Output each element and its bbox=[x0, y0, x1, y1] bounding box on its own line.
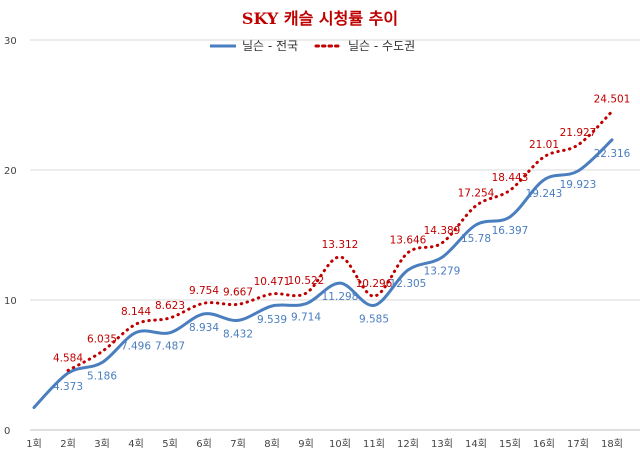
data-label-national: 8.432 bbox=[223, 328, 253, 340]
x-tick-label: 17회 bbox=[567, 438, 589, 450]
data-label-national: 16.397 bbox=[492, 225, 529, 237]
data-label-metro: 8.623 bbox=[155, 300, 185, 312]
data-label-national: 5.186 bbox=[87, 371, 117, 383]
series-line-national bbox=[32, 138, 614, 410]
data-label-national: 8.934 bbox=[189, 322, 219, 334]
data-label-metro: 10.522 bbox=[288, 275, 325, 287]
data-label-national: 22.316 bbox=[594, 148, 631, 160]
data-label-national: 4.373 bbox=[53, 381, 83, 393]
y-tick-label: 0 bbox=[4, 426, 10, 437]
gridlines bbox=[30, 39, 640, 431]
x-tick-label: 6회 bbox=[196, 438, 212, 450]
data-label-national: 11.298 bbox=[322, 291, 359, 303]
x-tick-label: 18회 bbox=[601, 438, 623, 450]
series-lines bbox=[32, 109, 614, 410]
data-label-national: 12.305 bbox=[390, 278, 427, 290]
x-tick-label: 4회 bbox=[128, 438, 144, 450]
data-label-metro: 8.144 bbox=[121, 306, 151, 318]
data-label-metro: 21.927 bbox=[560, 127, 597, 139]
data-labels: 4.373 5.186 7.496 7.487 8.934 8.432 9.539 9.714… bbox=[53, 93, 631, 393]
data-label-metro: 14.389 bbox=[424, 225, 461, 237]
data-label-metro: 9.754 bbox=[189, 285, 219, 297]
x-tick-label: 9회 bbox=[298, 438, 314, 450]
legend-label-national: 닐슨 - 전국 bbox=[242, 39, 298, 53]
x-tick-label: 10회 bbox=[329, 438, 351, 450]
chart-title: SKY 캐슬 시청률 추이 bbox=[242, 9, 398, 28]
data-label-metro: 13.312 bbox=[322, 239, 359, 251]
data-label-national: 19.923 bbox=[560, 179, 597, 191]
y-tick-label: 10 bbox=[4, 296, 17, 307]
x-tick-label: 1회 bbox=[26, 438, 42, 450]
data-label-metro: 9.667 bbox=[223, 286, 253, 298]
data-label-national: 9.714 bbox=[291, 312, 321, 324]
data-label-metro: 18.443 bbox=[492, 172, 529, 184]
data-label-metro: 4.584 bbox=[53, 352, 83, 364]
legend: 닐슨 - 전국 닐슨 - 수도권 bbox=[210, 39, 415, 53]
data-label-metro: 21.01 bbox=[529, 139, 559, 151]
y-tick-label: 20 bbox=[4, 166, 17, 177]
x-tick-label: 8회 bbox=[264, 438, 280, 450]
x-tick-label: 5회 bbox=[162, 438, 178, 450]
legend-label-metro: 닐슨 - 수도권 bbox=[348, 39, 415, 53]
data-label-national: 15.78 bbox=[461, 233, 491, 245]
x-tick-label: 2회 bbox=[60, 438, 76, 450]
data-label-national: 13.279 bbox=[424, 265, 461, 277]
series-line-metro bbox=[66, 109, 614, 372]
x-tick-label: 12회 bbox=[397, 438, 419, 450]
data-label-metro: 10.296 bbox=[356, 278, 393, 290]
data-label-national: 7.496 bbox=[121, 341, 151, 353]
x-tick-label: 14회 bbox=[465, 438, 487, 450]
x-tick-label: 15회 bbox=[499, 438, 521, 450]
data-label-metro: 24.501 bbox=[594, 93, 631, 105]
x-tick-label: 7회 bbox=[230, 438, 246, 450]
data-label-metro: 10.471 bbox=[254, 276, 291, 288]
x-tick-label: 11회 bbox=[363, 438, 385, 450]
x-tick-label: 16회 bbox=[533, 438, 555, 450]
data-label-metro: 6.035 bbox=[87, 334, 117, 346]
data-label-national: 9.585 bbox=[359, 313, 389, 325]
data-label-national: 7.487 bbox=[155, 341, 185, 353]
data-label-national: 9.539 bbox=[257, 314, 287, 326]
x-tick-label: 3회 bbox=[94, 438, 110, 450]
data-label-metro: 13.646 bbox=[390, 235, 427, 247]
y-tick-label: 30 bbox=[4, 36, 17, 47]
x-tick-label: 13회 bbox=[431, 438, 453, 450]
axes: 0 10 20 30 1회 2회 3회 4회 5회 6회 7회 8회 9회 10회 11회 12회 13회 14회… bbox=[4, 36, 640, 450]
data-label-national: 19.243 bbox=[526, 188, 563, 200]
data-label-metro: 17.254 bbox=[458, 188, 495, 200]
